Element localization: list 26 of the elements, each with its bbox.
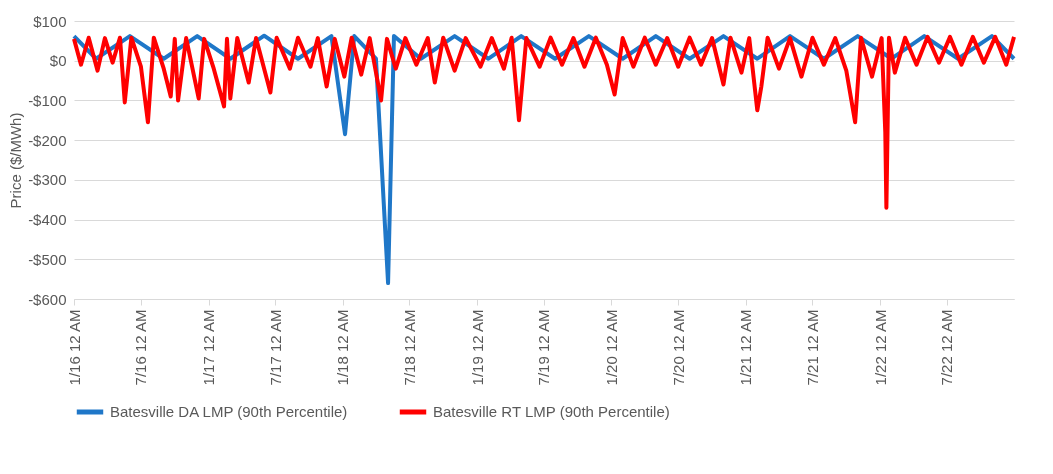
y-tick-label: -$300: [28, 171, 67, 189]
x-tick-label: 1/20 12 AM: [602, 309, 620, 386]
x-tick-label: 7/22 12 AM: [938, 309, 956, 386]
y-tick-label: -$500: [28, 250, 67, 268]
x-tick-label: 7/19 12 AM: [535, 309, 553, 386]
x-tick-label: 1/19 12 AM: [468, 309, 486, 386]
y-tick-label: $0: [49, 52, 67, 70]
y-tick-label: -$200: [28, 131, 67, 149]
y-tick-label: -$100: [28, 91, 67, 109]
y-tick-label: $100: [33, 12, 67, 30]
x-tick-label: 7/21 12 AM: [803, 309, 821, 386]
x-tick-label: 7/17 12 AM: [266, 309, 284, 386]
y-tick-label: -$600: [28, 290, 67, 308]
y-tick-label: -$400: [28, 211, 67, 229]
x-tick-label: 1/18 12 AM: [334, 309, 352, 386]
line-series: [72, 34, 1016, 210]
x-tick-label: 1/22 12 AM: [871, 309, 889, 386]
x-tick-label: 7/16 12 AM: [132, 309, 150, 386]
x-tick-label: 1/21 12 AM: [737, 309, 755, 386]
x-tick-label: 7/18 12 AM: [400, 309, 418, 386]
legend-label: Batesville RT LMP (90th Percentile): [433, 403, 670, 420]
x-tick-label: 1/17 12 AM: [200, 309, 218, 386]
y-axis-title: Price ($/MWh): [7, 112, 25, 209]
x-tick-label: 1/16 12 AM: [65, 309, 83, 386]
legend-label: Batesville DA LMP (90th Percentile): [110, 403, 348, 420]
x-tick-label: 7/20 12 AM: [669, 309, 687, 386]
